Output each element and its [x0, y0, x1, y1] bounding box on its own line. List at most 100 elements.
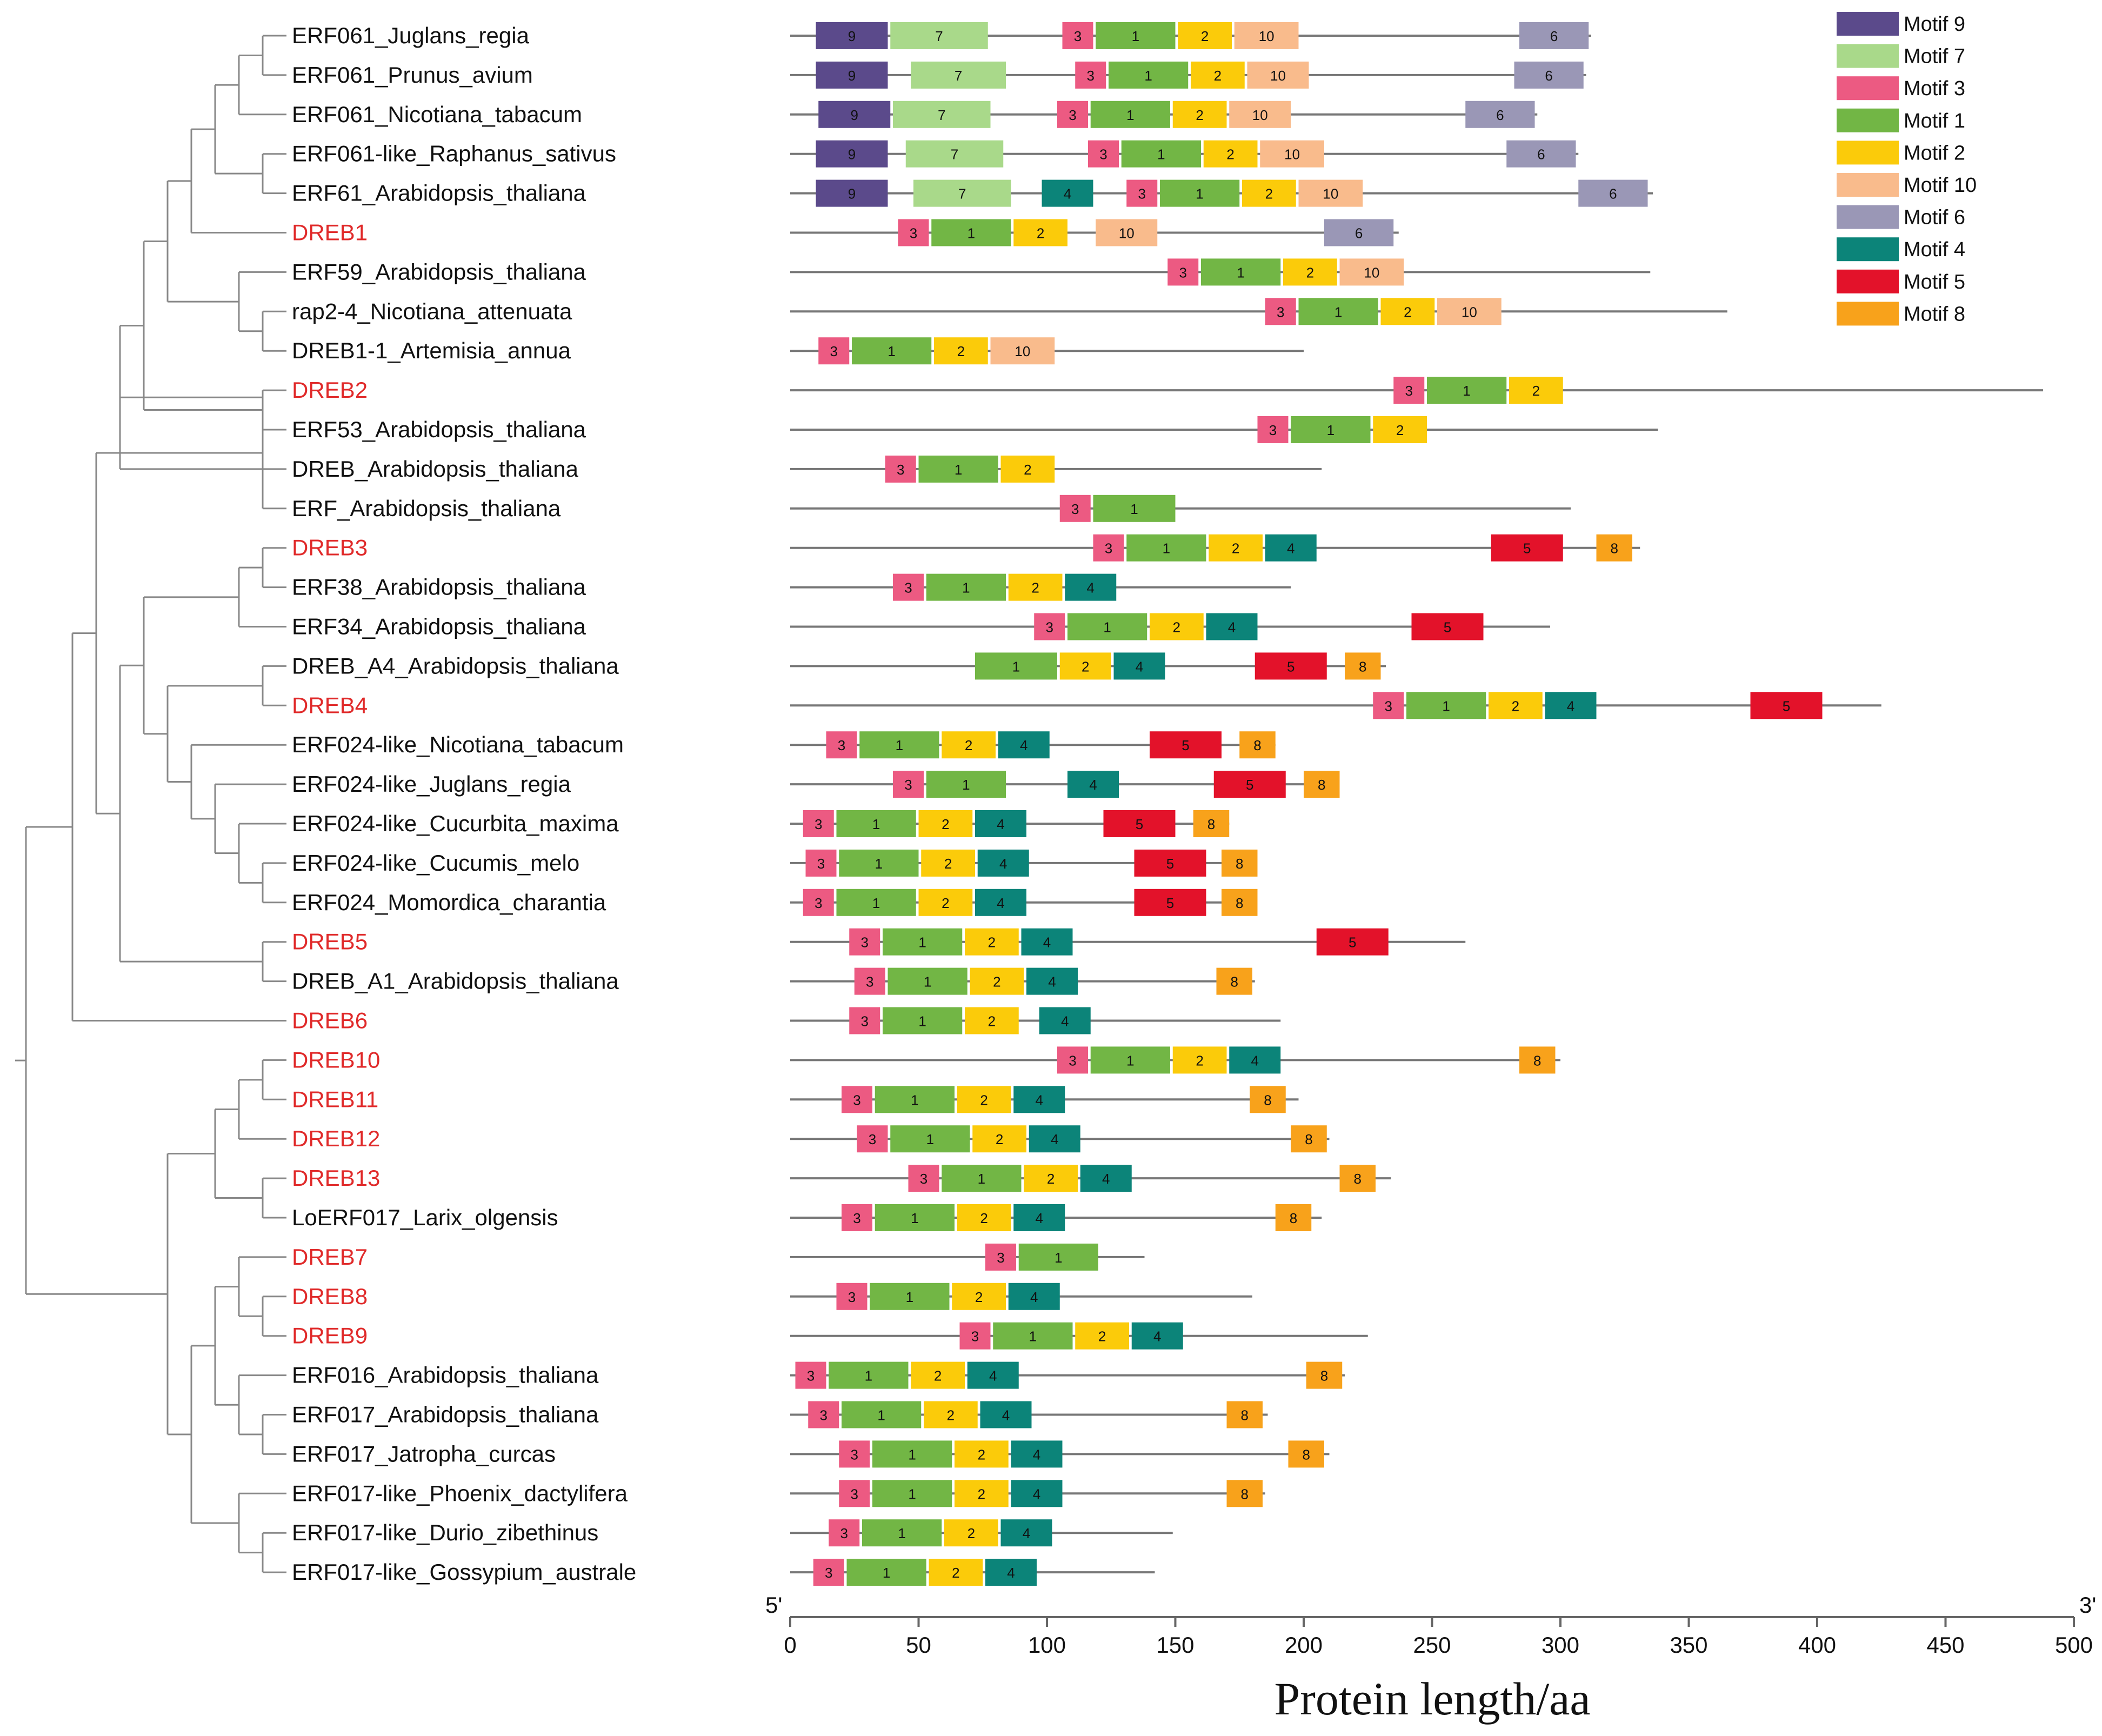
- motif-number: 3: [1138, 186, 1146, 202]
- axis-tick-label: 0: [784, 1632, 796, 1658]
- motif-box: [913, 179, 1011, 207]
- motif-box: [1306, 1361, 1343, 1389]
- motif-number: 9: [848, 28, 856, 44]
- legend-label: Motif 2: [1904, 142, 1965, 164]
- motif-box: [952, 1283, 1006, 1310]
- motif-box: [1029, 1125, 1080, 1153]
- protein-track: 3 1 2 4 5 8: [790, 731, 1276, 759]
- motif-number: 2: [1031, 580, 1039, 596]
- motif-box: [985, 1559, 1037, 1586]
- motif-number: 2: [980, 1092, 987, 1108]
- motif-box: [911, 61, 1006, 89]
- motif-box: [1000, 455, 1055, 483]
- motif-number: 2: [980, 1210, 987, 1226]
- motif-box: [816, 140, 888, 168]
- motif-number: 1: [1132, 28, 1139, 44]
- motif-number: 3: [815, 895, 822, 911]
- motif-box: [1229, 101, 1291, 128]
- sequence-label: ERF024-like_Cucurbita_maxima: [292, 811, 619, 836]
- motif-number: 4: [1033, 1446, 1040, 1463]
- motif-number: 4: [1020, 737, 1027, 753]
- protein-track: 3 1 2 4: [790, 1283, 1252, 1310]
- motif-number: 1: [911, 1092, 918, 1108]
- motif-number: 2: [1082, 658, 1089, 675]
- motif-number: 3: [1269, 422, 1277, 438]
- motif-number: 3: [820, 1407, 828, 1424]
- motif-box: [1209, 534, 1263, 562]
- motif-box: [1316, 928, 1389, 956]
- legend-label: Motif 3: [1904, 77, 1965, 100]
- motif-box: [816, 22, 888, 49]
- motif-box: [813, 1559, 844, 1586]
- motif-number: 2: [1201, 28, 1209, 44]
- motif-number: 1: [926, 1131, 934, 1147]
- motif-box: [993, 1322, 1073, 1350]
- motif-number: 5: [1444, 619, 1451, 636]
- motif-number: 2: [988, 934, 996, 951]
- sequence-label: DREB12: [292, 1126, 380, 1151]
- axis-tick-label: 400: [1798, 1632, 1836, 1658]
- motif-box: [1172, 101, 1227, 128]
- sequence-label: ERF017_Jatropha_curcas: [292, 1441, 556, 1466]
- motif-box: [1265, 534, 1317, 562]
- motif-number: 4: [1043, 934, 1051, 951]
- motif-box: [829, 1361, 909, 1389]
- motif-box: [1150, 731, 1222, 759]
- motif-number: 2: [944, 856, 952, 872]
- legend-swatch: [1837, 12, 1899, 36]
- motif-box: [975, 889, 1026, 916]
- legend-swatch: [1837, 173, 1899, 197]
- motif-box: [1465, 101, 1535, 128]
- motif-box: [849, 928, 880, 956]
- motif-number: 1: [1126, 1052, 1134, 1069]
- motif-box: [924, 1401, 978, 1428]
- motif-box: [839, 1440, 870, 1468]
- motif-box: [842, 1204, 872, 1231]
- sequence-label: ERF024-like_Cucumis_melo: [292, 850, 579, 876]
- protein-track: 3 1 2 4 8: [790, 1361, 1345, 1389]
- motif-box: [1206, 613, 1258, 640]
- sequence-label: DREB11: [292, 1086, 378, 1112]
- motif-box: [1201, 258, 1281, 286]
- motif-box: [1121, 140, 1201, 168]
- motif-number: 4: [999, 856, 1007, 872]
- motif-box: [1113, 652, 1165, 680]
- motif-box: [898, 219, 929, 246]
- legend-label: Motif 10: [1904, 174, 1977, 197]
- motif-box: [1393, 377, 1425, 404]
- motif-number: 3: [1069, 107, 1076, 123]
- motif-box: [862, 1519, 942, 1547]
- motif-box: [1134, 889, 1206, 916]
- protein-track: 3 1 2: [790, 416, 1658, 443]
- motif-box: [942, 1165, 1022, 1192]
- protein-tracks: 9 7 3 1 2 10 69 7 3 1 2 10 69 7 3 1 2 10 69 7 3 1 2 10 69 7 4 3 1 2 10…: [790, 22, 2043, 1586]
- motif-number: 7: [935, 28, 943, 44]
- motif-box: [1090, 101, 1170, 128]
- motif-number: 8: [1236, 856, 1243, 872]
- motif-box: [977, 849, 1029, 877]
- motif-number: 2: [978, 1446, 985, 1463]
- motif-number: 8: [1236, 895, 1243, 911]
- motif-box: [957, 1086, 1011, 1113]
- motif-number: 10: [1259, 28, 1274, 44]
- sequence-label: DREB6: [292, 1008, 368, 1033]
- protein-track: 3 1 2 10 6: [790, 219, 1399, 246]
- motif-box: [1288, 1440, 1324, 1468]
- motif-box: [926, 771, 1006, 798]
- protein-track: 9 7 3 1 2 10 6: [790, 61, 1586, 89]
- legend-label: Motif 5: [1904, 271, 1965, 293]
- motif-number: 4: [1567, 698, 1574, 714]
- motif-box: [1042, 179, 1093, 207]
- motif-number: 8: [1320, 1368, 1328, 1384]
- protein-track: 3 1 2 10: [790, 298, 1727, 325]
- motif-box: [1021, 928, 1073, 956]
- motif-number: 3: [1069, 1052, 1076, 1069]
- motif-number: 1: [1196, 186, 1203, 202]
- sequence-label: LoERF017_Larix_olgensis: [292, 1205, 558, 1230]
- motif-box: [1411, 613, 1484, 640]
- motif-number: 7: [955, 68, 962, 84]
- motif-box: [1067, 771, 1119, 798]
- motif-number: 3: [851, 1446, 858, 1463]
- motif-box: [893, 101, 991, 128]
